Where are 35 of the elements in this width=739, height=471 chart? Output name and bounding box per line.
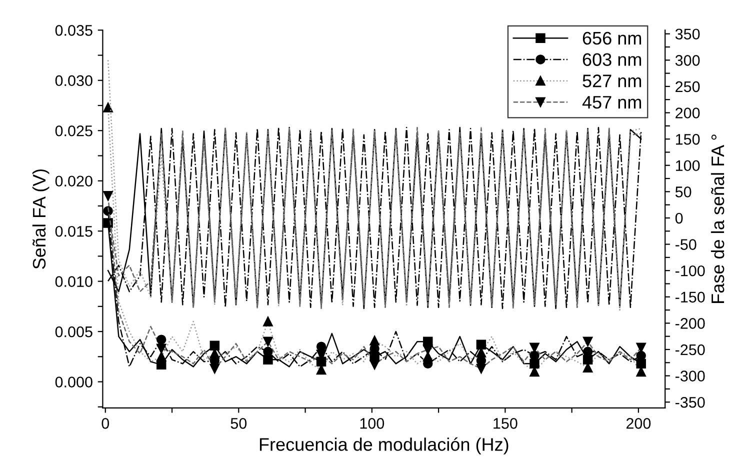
y-tick-label: 0.030	[55, 75, 92, 86]
y2-tick-label: 200	[676, 108, 700, 118]
y2-tick-label: 150	[676, 134, 700, 145]
y-axis-title: Señal FA (V)	[32, 169, 50, 269]
y-tick-label: 0.020	[55, 176, 92, 187]
x-tick-label: 200	[626, 418, 651, 429]
y-tick-label: 0.000	[55, 376, 92, 388]
legend-label: 656 nm	[582, 32, 642, 45]
y2-tick-label: 50	[675, 186, 692, 198]
y-tick-label: 0.005	[55, 326, 92, 338]
y2-tick-label: -150	[676, 292, 705, 303]
x-tick-label: 50	[230, 418, 247, 429]
y2-tick-label: -250	[676, 344, 705, 356]
legend-label: 603 nm	[582, 53, 642, 66]
y2-tick-label: 250	[676, 81, 700, 92]
y2-tick-label: -100	[676, 265, 705, 276]
y2-tick-label: -50	[676, 239, 696, 250]
y2-tick-label: -300	[676, 370, 705, 382]
y2-tick-label: 300	[675, 55, 700, 66]
y2-tick-label: 100	[676, 160, 700, 172]
y2-tick-label: 0	[675, 212, 683, 224]
x-tick-label: 0	[102, 418, 110, 429]
y-tick-label: 0.010	[55, 276, 92, 287]
x-axis-title: Frecuencia de modulación (Hz)	[260, 437, 508, 454]
y-tick-label: 0.035	[55, 25, 92, 36]
y2-tick-label: -200	[676, 318, 705, 329]
y-tick-label: 0.025	[55, 125, 92, 136]
y-tick-label: 0.015	[55, 226, 92, 237]
x-tick-label: 150	[494, 418, 518, 429]
y2-axis-title: Fase de la señal FA °	[710, 134, 724, 303]
legend-label: 457 nm	[582, 96, 642, 109]
y2-tick-label: 350	[675, 28, 700, 40]
legend-label: 527 nm	[582, 74, 642, 88]
y2-tick-label: -350	[676, 396, 705, 408]
x-tick-label: 100	[360, 418, 384, 429]
